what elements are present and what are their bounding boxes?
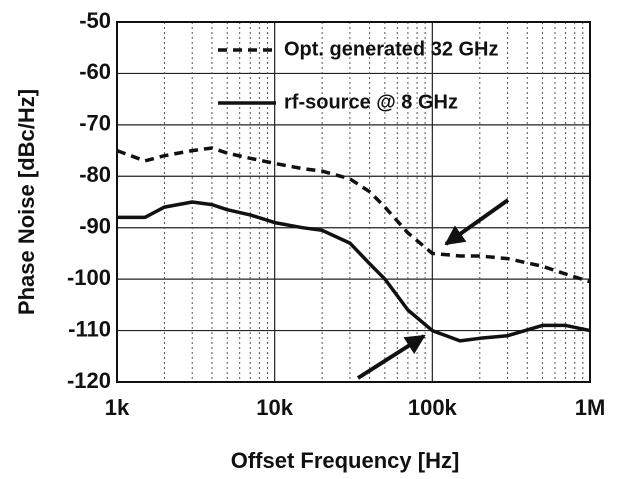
y-tick-label: -110 — [68, 316, 111, 341]
x-tick-label: 10k — [256, 395, 293, 420]
y-tick-label: -90 — [79, 214, 111, 239]
x-tick-label: 1M — [575, 395, 606, 420]
legend-label: rf-source @ 8 GHz — [284, 91, 458, 113]
series-line — [117, 200, 591, 343]
y-axis-label: Phase Noise [dBc/Hz] — [14, 89, 39, 315]
legend-label: Opt. generated 32 GHz — [284, 38, 499, 60]
x-tick-label: 1k — [105, 395, 130, 420]
arrow — [444, 198, 510, 246]
y-tick-label: -120 — [67, 368, 111, 393]
plot-frame — [116, 21, 591, 383]
series-line — [116, 146, 591, 284]
arrow — [356, 334, 426, 380]
grid — [116, 21, 591, 383]
y-tick-label: -50 — [79, 8, 111, 33]
lines — [116, 146, 591, 343]
y-tick-label: -70 — [79, 111, 111, 136]
y-tick-label: -80 — [79, 162, 111, 187]
x-tick-label: 100k — [408, 395, 458, 420]
y-tick-label: -60 — [79, 59, 111, 84]
y-tick-label: -100 — [67, 265, 111, 290]
x-axis-label: Offset Frequency [Hz] — [231, 448, 460, 473]
